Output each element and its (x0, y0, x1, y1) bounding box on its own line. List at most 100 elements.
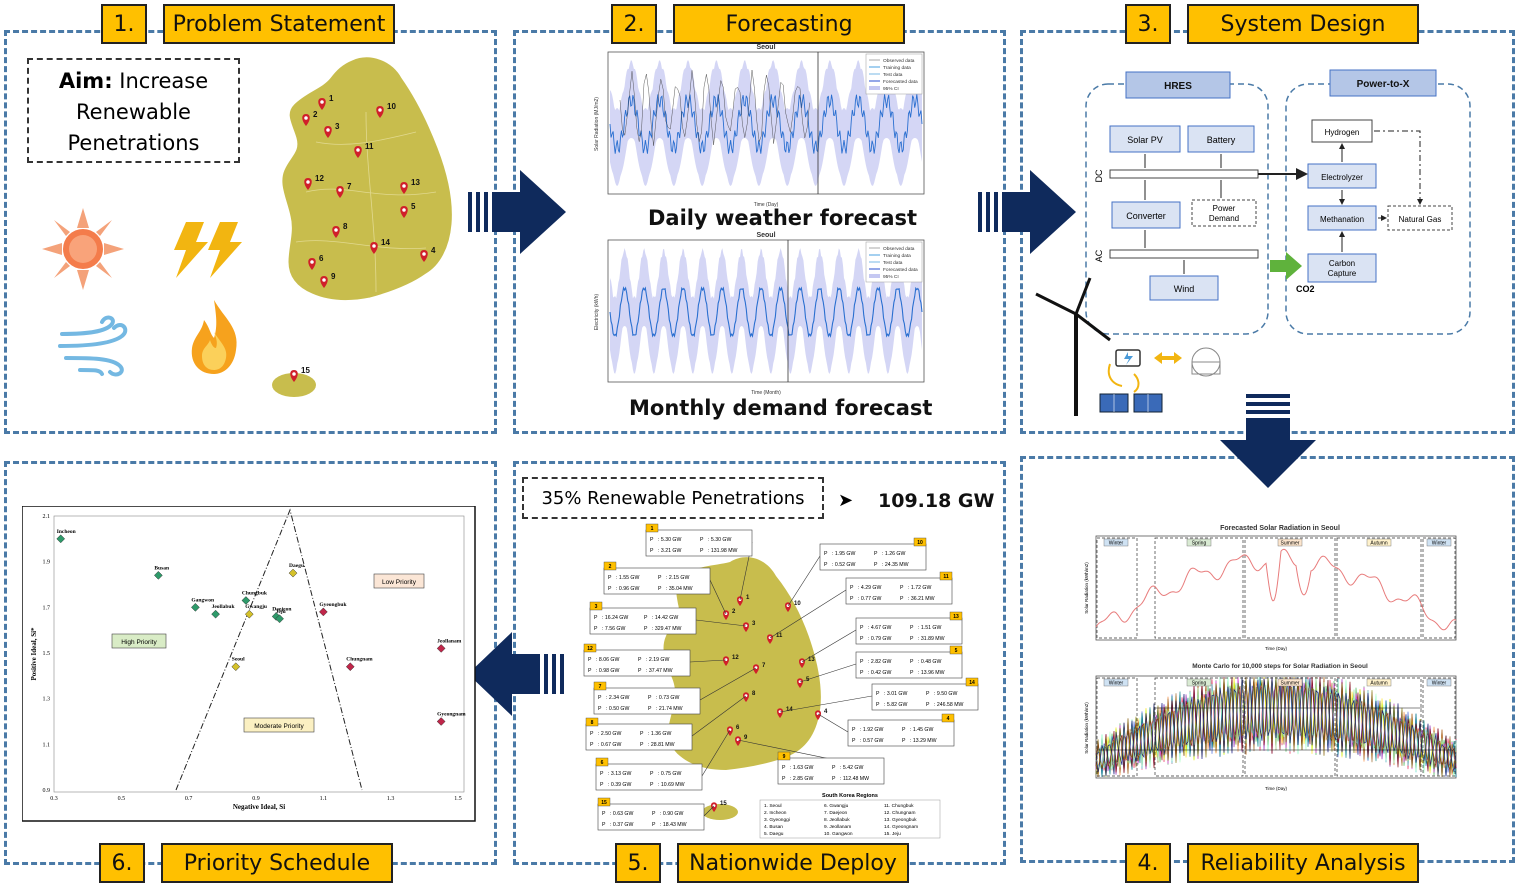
map-pin-9: 9 (320, 272, 336, 288)
season-region (1154, 537, 1244, 639)
point-label: Jeju (276, 609, 286, 615)
aim-line1: Increase (112, 69, 209, 93)
svg-text:P: P (600, 771, 604, 777)
point-label: Gyeongnam (437, 712, 466, 718)
svg-text:: 1.51 GW: : 1.51 GW (918, 625, 941, 631)
season-label: Winter (1432, 541, 1447, 547)
point-label: Daegu (289, 563, 304, 569)
svg-text:: 5.42 GW: : 5.42 GW (840, 765, 863, 771)
svg-text:P: P (860, 659, 864, 665)
svg-text:P: P (652, 811, 656, 817)
battery-box (1187, 125, 1255, 153)
svg-text:11: 11 (365, 142, 374, 151)
svg-text:P: P (926, 702, 930, 708)
legend-entry: Training data (883, 65, 911, 71)
svg-text:P: P (652, 822, 656, 828)
x-tick-label: 0.3 (50, 796, 58, 802)
region-entry: 12. Chungnam (884, 810, 915, 816)
svg-text:: 1.55 GW: : 1.55 GW (616, 575, 639, 581)
svg-text:9: 9 (744, 735, 748, 741)
aim-line3: Penetrations (67, 131, 200, 155)
x-tick-label: 0.5 (118, 796, 126, 802)
svg-text:: 3.01 GW: : 3.01 GW (884, 691, 907, 697)
point-label: Busan (154, 565, 169, 571)
point-label: Gwangju (245, 604, 267, 610)
svg-text:: 1.26 GW: : 1.26 GW (882, 551, 905, 557)
map-pin-13: 13 (400, 178, 420, 194)
svg-text:5: 5 (806, 677, 810, 683)
point-label: Seoul (232, 657, 245, 663)
region-entry: 1. Seoul (764, 803, 782, 809)
legend-entry: Forecasted data (883, 267, 918, 273)
point-label: Daejeon (272, 606, 291, 612)
panel-title-6: Priority Schedule (161, 843, 393, 883)
region-entry: 11. Chungbuk (884, 803, 914, 809)
point-busan: Busan (154, 565, 169, 580)
panel-title-3: System Design (1187, 4, 1419, 44)
region-entry: 3. Gyeonggi (764, 817, 790, 823)
point-label: Jeollabuk (212, 604, 236, 610)
point-gyeongnam: Gyeongnam (436, 712, 466, 726)
svg-text:Low Priority: Low Priority (382, 579, 417, 586)
map-pin-6: 6 (308, 254, 324, 270)
system-design-diagram: HRES Solar PV Battery DC Converter Power… (1035, 69, 1471, 416)
season-tag (1103, 678, 1129, 687)
reliability-title-1: Forecasted Solar Radiation in Seoul (1220, 525, 1340, 532)
svg-text:: 28.81 MW: : 28.81 MW (648, 742, 675, 748)
deploy-pin-3: 3 (743, 621, 756, 632)
svg-text:12: 12 (315, 174, 324, 183)
svg-text:P: P (588, 668, 592, 674)
fire-icon (191, 300, 237, 374)
priority-ylabel: Positive Ideal, Si* (30, 627, 38, 681)
legend-entry: 95% CI (883, 86, 899, 92)
moderate-priority-label: Moderate Priority (243, 717, 315, 733)
region-entry: 5. Daegu (764, 831, 784, 837)
svg-text:12: 12 (587, 646, 593, 652)
svg-text:6: 6 (601, 760, 604, 766)
svg-text:Methanation: Methanation (1320, 215, 1364, 224)
svg-text:P: P (900, 596, 904, 602)
daily-chart-xlabel: Time (Day) (754, 202, 779, 208)
y-tick-label: 0.9 (43, 788, 51, 794)
season-tag (1103, 538, 1129, 547)
season-tag (1426, 678, 1452, 687)
lightning-icon (174, 222, 242, 278)
svg-text:P: P (594, 615, 598, 621)
legend-entry: Training data (883, 253, 911, 259)
arrow-2-to-3 (978, 170, 1076, 254)
svg-text:P: P (910, 670, 914, 676)
region-box-10: 10 P: 1.95 GW P: 1.26 GW P: 0.52 GW P: 24.35… (787, 537, 927, 607)
svg-text:: 1.63 GW: : 1.63 GW (790, 765, 813, 771)
monthly-chart-ylabel: Electricity (kWh) (594, 294, 600, 330)
daily-chart-title: Seoul (756, 44, 775, 51)
svg-text:: 36.21 MW: : 36.21 MW (908, 596, 935, 602)
region-entry: 10. Gangwon (824, 831, 853, 837)
panel-title-4: Reliability Analysis (1187, 843, 1419, 883)
season-region (1336, 537, 1422, 639)
reliability-xlabel-1: Time (Day) (1265, 646, 1288, 651)
svg-text:12: 12 (732, 655, 739, 661)
panel-title-5: Nationwide Deploy (677, 843, 909, 883)
svg-text:Natural Gas: Natural Gas (1399, 215, 1442, 224)
region-box-1: 1 P: 5.30 GW P: 5.30 GW P: 3.21 GW P: 131.98… (645, 523, 753, 601)
season-label: Spring (1192, 681, 1207, 687)
panel-number-1: 1. (101, 4, 147, 44)
point-chungbuk: Chungbuk (241, 590, 268, 605)
season-tag (1186, 538, 1212, 547)
svg-text:: 18.43 MW: : 18.43 MW (660, 822, 687, 828)
region-box-8: 8 P: 2.50 GW P: 1.36 GW P: 0.67 GW P: 28.81 … (585, 695, 747, 751)
point-jeju: Jeju (275, 609, 286, 624)
svg-text:P: P (832, 765, 836, 771)
legend-entry: 95% CI (883, 274, 899, 280)
svg-text:: 0.50 GW: : 0.50 GW (606, 706, 629, 712)
monthly-chart-title: Seoul (756, 232, 775, 239)
point-incheon: Incheon (56, 529, 76, 544)
point-gwangju: Gwangju (244, 604, 267, 619)
svg-text:P: P (850, 596, 854, 602)
aim-box: Aim: Increase Renewable Penetrations (27, 58, 240, 163)
season-tag (1277, 678, 1303, 687)
map-pin-3: 3 (324, 122, 340, 138)
low-priority-label: Low Priority (373, 573, 425, 589)
svg-text:: 0.37 GW: : 0.37 GW (610, 822, 633, 828)
